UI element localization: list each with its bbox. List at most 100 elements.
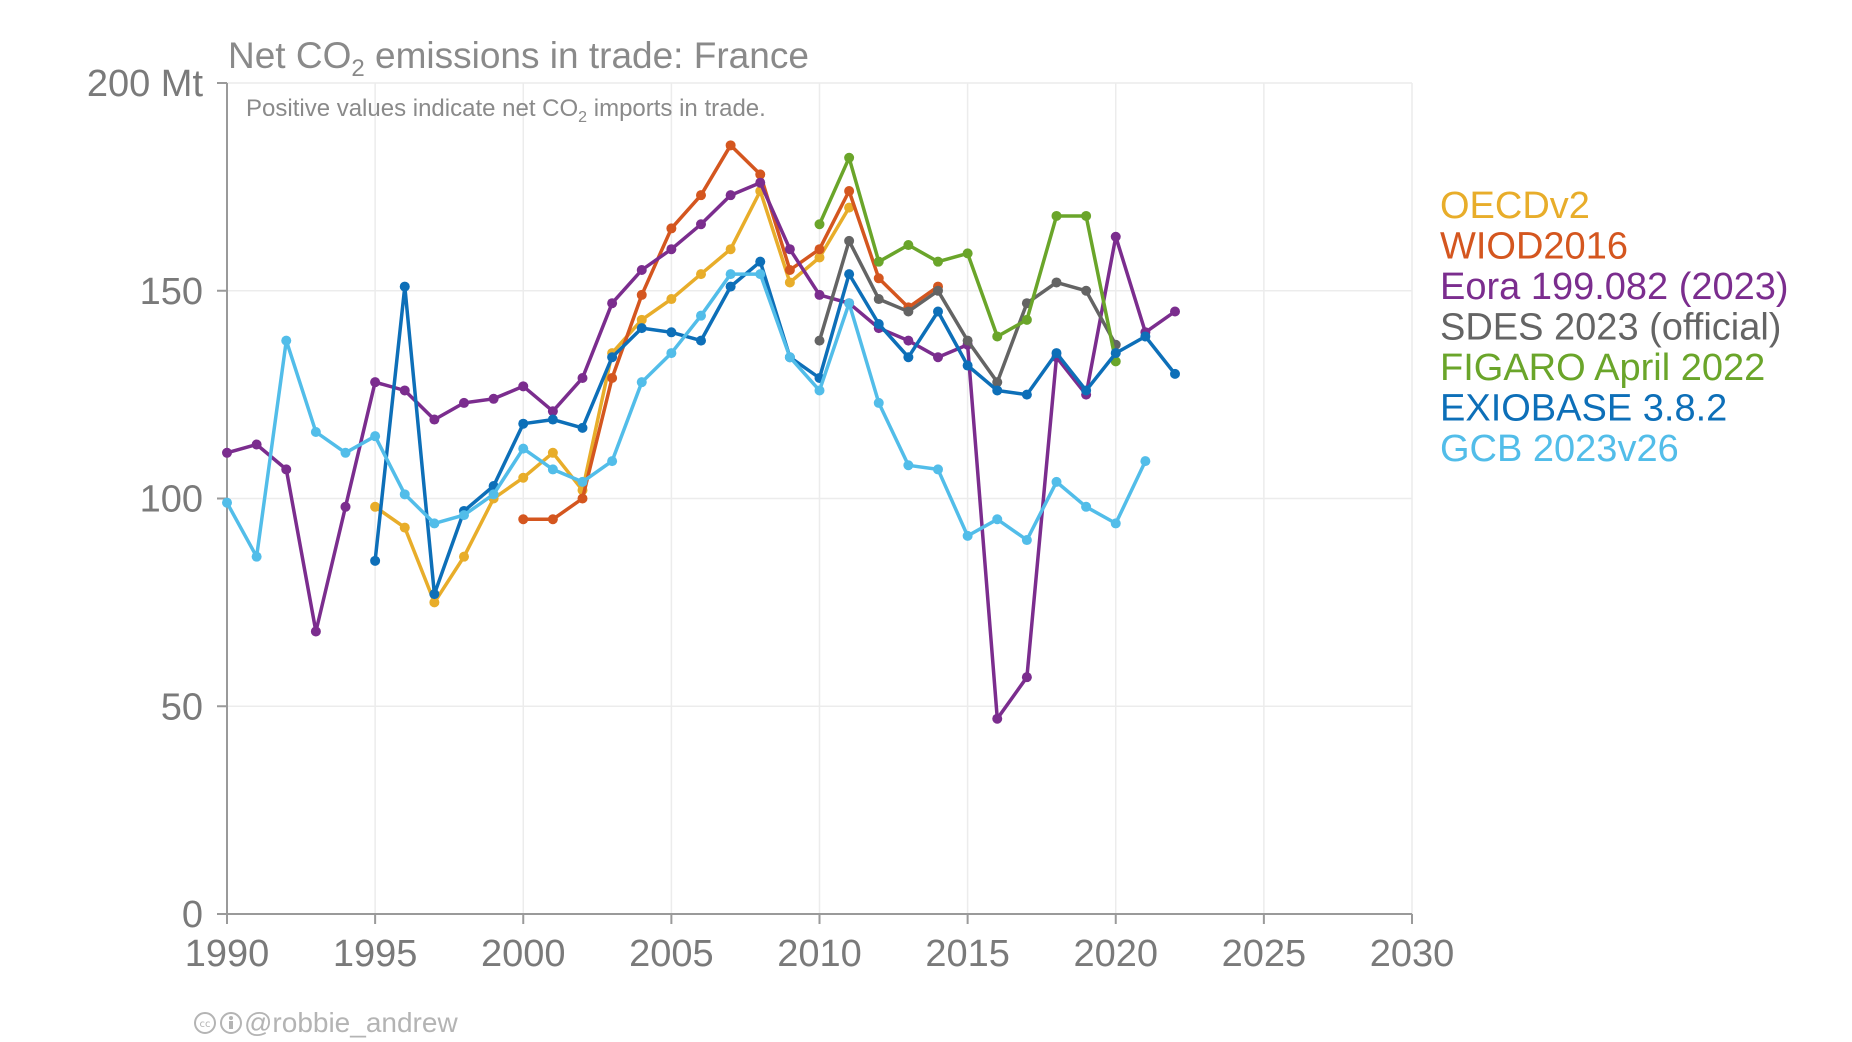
data-point bbox=[696, 190, 706, 201]
data-point bbox=[310, 626, 321, 637]
x-tick-label: 2000 bbox=[481, 933, 566, 975]
y-tick-label: 50 bbox=[161, 686, 203, 728]
axes: 1990 1995 2000 2005 2010 2015 2020 2025 2030 0 50 1… bbox=[87, 63, 1454, 975]
data-point bbox=[1051, 277, 1062, 288]
data-point bbox=[666, 244, 677, 255]
data-point bbox=[696, 219, 706, 230]
data-point bbox=[429, 414, 440, 425]
series-6 bbox=[222, 269, 1151, 562]
data-point bbox=[310, 427, 321, 438]
data-point bbox=[873, 256, 884, 267]
data-point bbox=[547, 447, 558, 458]
data-point bbox=[488, 393, 499, 404]
data-point bbox=[459, 551, 469, 562]
x-tick-label: 2030 bbox=[1370, 933, 1455, 975]
data-point bbox=[370, 501, 381, 512]
by-icon-body bbox=[229, 1021, 233, 1029]
data-point bbox=[873, 294, 884, 305]
data-point bbox=[1021, 389, 1032, 400]
data-point bbox=[1140, 331, 1151, 342]
credit: cc @robbie_andrew bbox=[194, 1007, 458, 1038]
data-point bbox=[873, 397, 884, 408]
data-point bbox=[844, 235, 855, 246]
data-point bbox=[577, 373, 588, 384]
y-tick-label: 0 bbox=[182, 894, 203, 936]
data-point bbox=[1081, 210, 1092, 221]
data-point bbox=[488, 489, 499, 500]
series-4 bbox=[814, 152, 1121, 367]
legend-entry: Eora 199.082 (2023) bbox=[1440, 266, 1789, 308]
data-point bbox=[814, 252, 825, 263]
data-point bbox=[992, 713, 1003, 724]
legend-entry: SDES 2023 (official) bbox=[1440, 307, 1781, 349]
data-point bbox=[607, 352, 618, 363]
data-point bbox=[251, 439, 262, 450]
data-point bbox=[340, 447, 351, 458]
data-point bbox=[222, 447, 232, 458]
y-tick-label: 150 bbox=[140, 271, 203, 313]
data-point bbox=[992, 385, 1003, 396]
data-point bbox=[844, 269, 855, 280]
data-point bbox=[903, 352, 914, 363]
data-point bbox=[251, 551, 262, 562]
data-point bbox=[844, 186, 855, 197]
data-point bbox=[370, 431, 381, 442]
credit-handle: @robbie_andrew bbox=[244, 1007, 458, 1038]
series-line bbox=[225, 180, 1177, 721]
data-point bbox=[903, 460, 914, 471]
data-point bbox=[962, 335, 973, 346]
y-tick-label: 100 bbox=[140, 479, 203, 521]
data-point bbox=[399, 489, 410, 500]
data-point bbox=[399, 522, 410, 533]
x-tick-label: 1990 bbox=[185, 933, 270, 975]
by-icon bbox=[220, 1012, 242, 1034]
data-point bbox=[814, 335, 825, 346]
x-tick-label: 2025 bbox=[1222, 933, 1307, 975]
data-point bbox=[962, 248, 973, 259]
data-point bbox=[903, 335, 914, 346]
data-point bbox=[1081, 501, 1092, 512]
data-point bbox=[814, 289, 825, 300]
legend-entry: FIGARO April 2022 bbox=[1440, 347, 1765, 389]
data-point bbox=[1140, 456, 1151, 467]
data-point bbox=[666, 294, 677, 305]
data-point bbox=[607, 298, 618, 309]
data-point bbox=[784, 264, 795, 275]
data-point bbox=[844, 202, 855, 213]
data-point bbox=[636, 289, 647, 300]
data-point bbox=[1081, 285, 1092, 296]
series-line bbox=[373, 189, 851, 605]
series-layer bbox=[222, 140, 1180, 724]
data-point bbox=[1021, 314, 1032, 325]
data-point bbox=[814, 244, 825, 255]
data-point bbox=[696, 269, 706, 280]
data-point bbox=[933, 256, 943, 267]
cc-icon-glyph: cc bbox=[200, 1019, 211, 1030]
cc-icon bbox=[194, 1012, 216, 1034]
data-point bbox=[755, 256, 766, 267]
data-point bbox=[933, 352, 943, 363]
data-point bbox=[725, 244, 736, 255]
data-point bbox=[607, 373, 618, 384]
data-point bbox=[696, 335, 706, 346]
data-point bbox=[962, 360, 973, 371]
data-point bbox=[962, 530, 973, 541]
data-point bbox=[429, 597, 440, 608]
x-tick-label: 1995 bbox=[333, 933, 418, 975]
data-point bbox=[1110, 518, 1121, 529]
legend-entry: WIOD2016 bbox=[1440, 226, 1628, 268]
data-point bbox=[1081, 385, 1092, 396]
data-point bbox=[636, 323, 647, 334]
data-point bbox=[518, 514, 529, 525]
data-point bbox=[725, 281, 736, 292]
data-point bbox=[666, 348, 677, 359]
data-point bbox=[992, 331, 1003, 342]
data-point bbox=[459, 397, 469, 408]
data-point bbox=[1110, 231, 1121, 242]
data-point bbox=[518, 418, 529, 429]
data-point bbox=[1110, 348, 1121, 359]
chart-subtitle: Positive values indicate net CO2 imports… bbox=[246, 95, 766, 126]
data-point bbox=[784, 352, 795, 363]
data-point bbox=[547, 464, 558, 475]
data-point bbox=[577, 476, 588, 487]
